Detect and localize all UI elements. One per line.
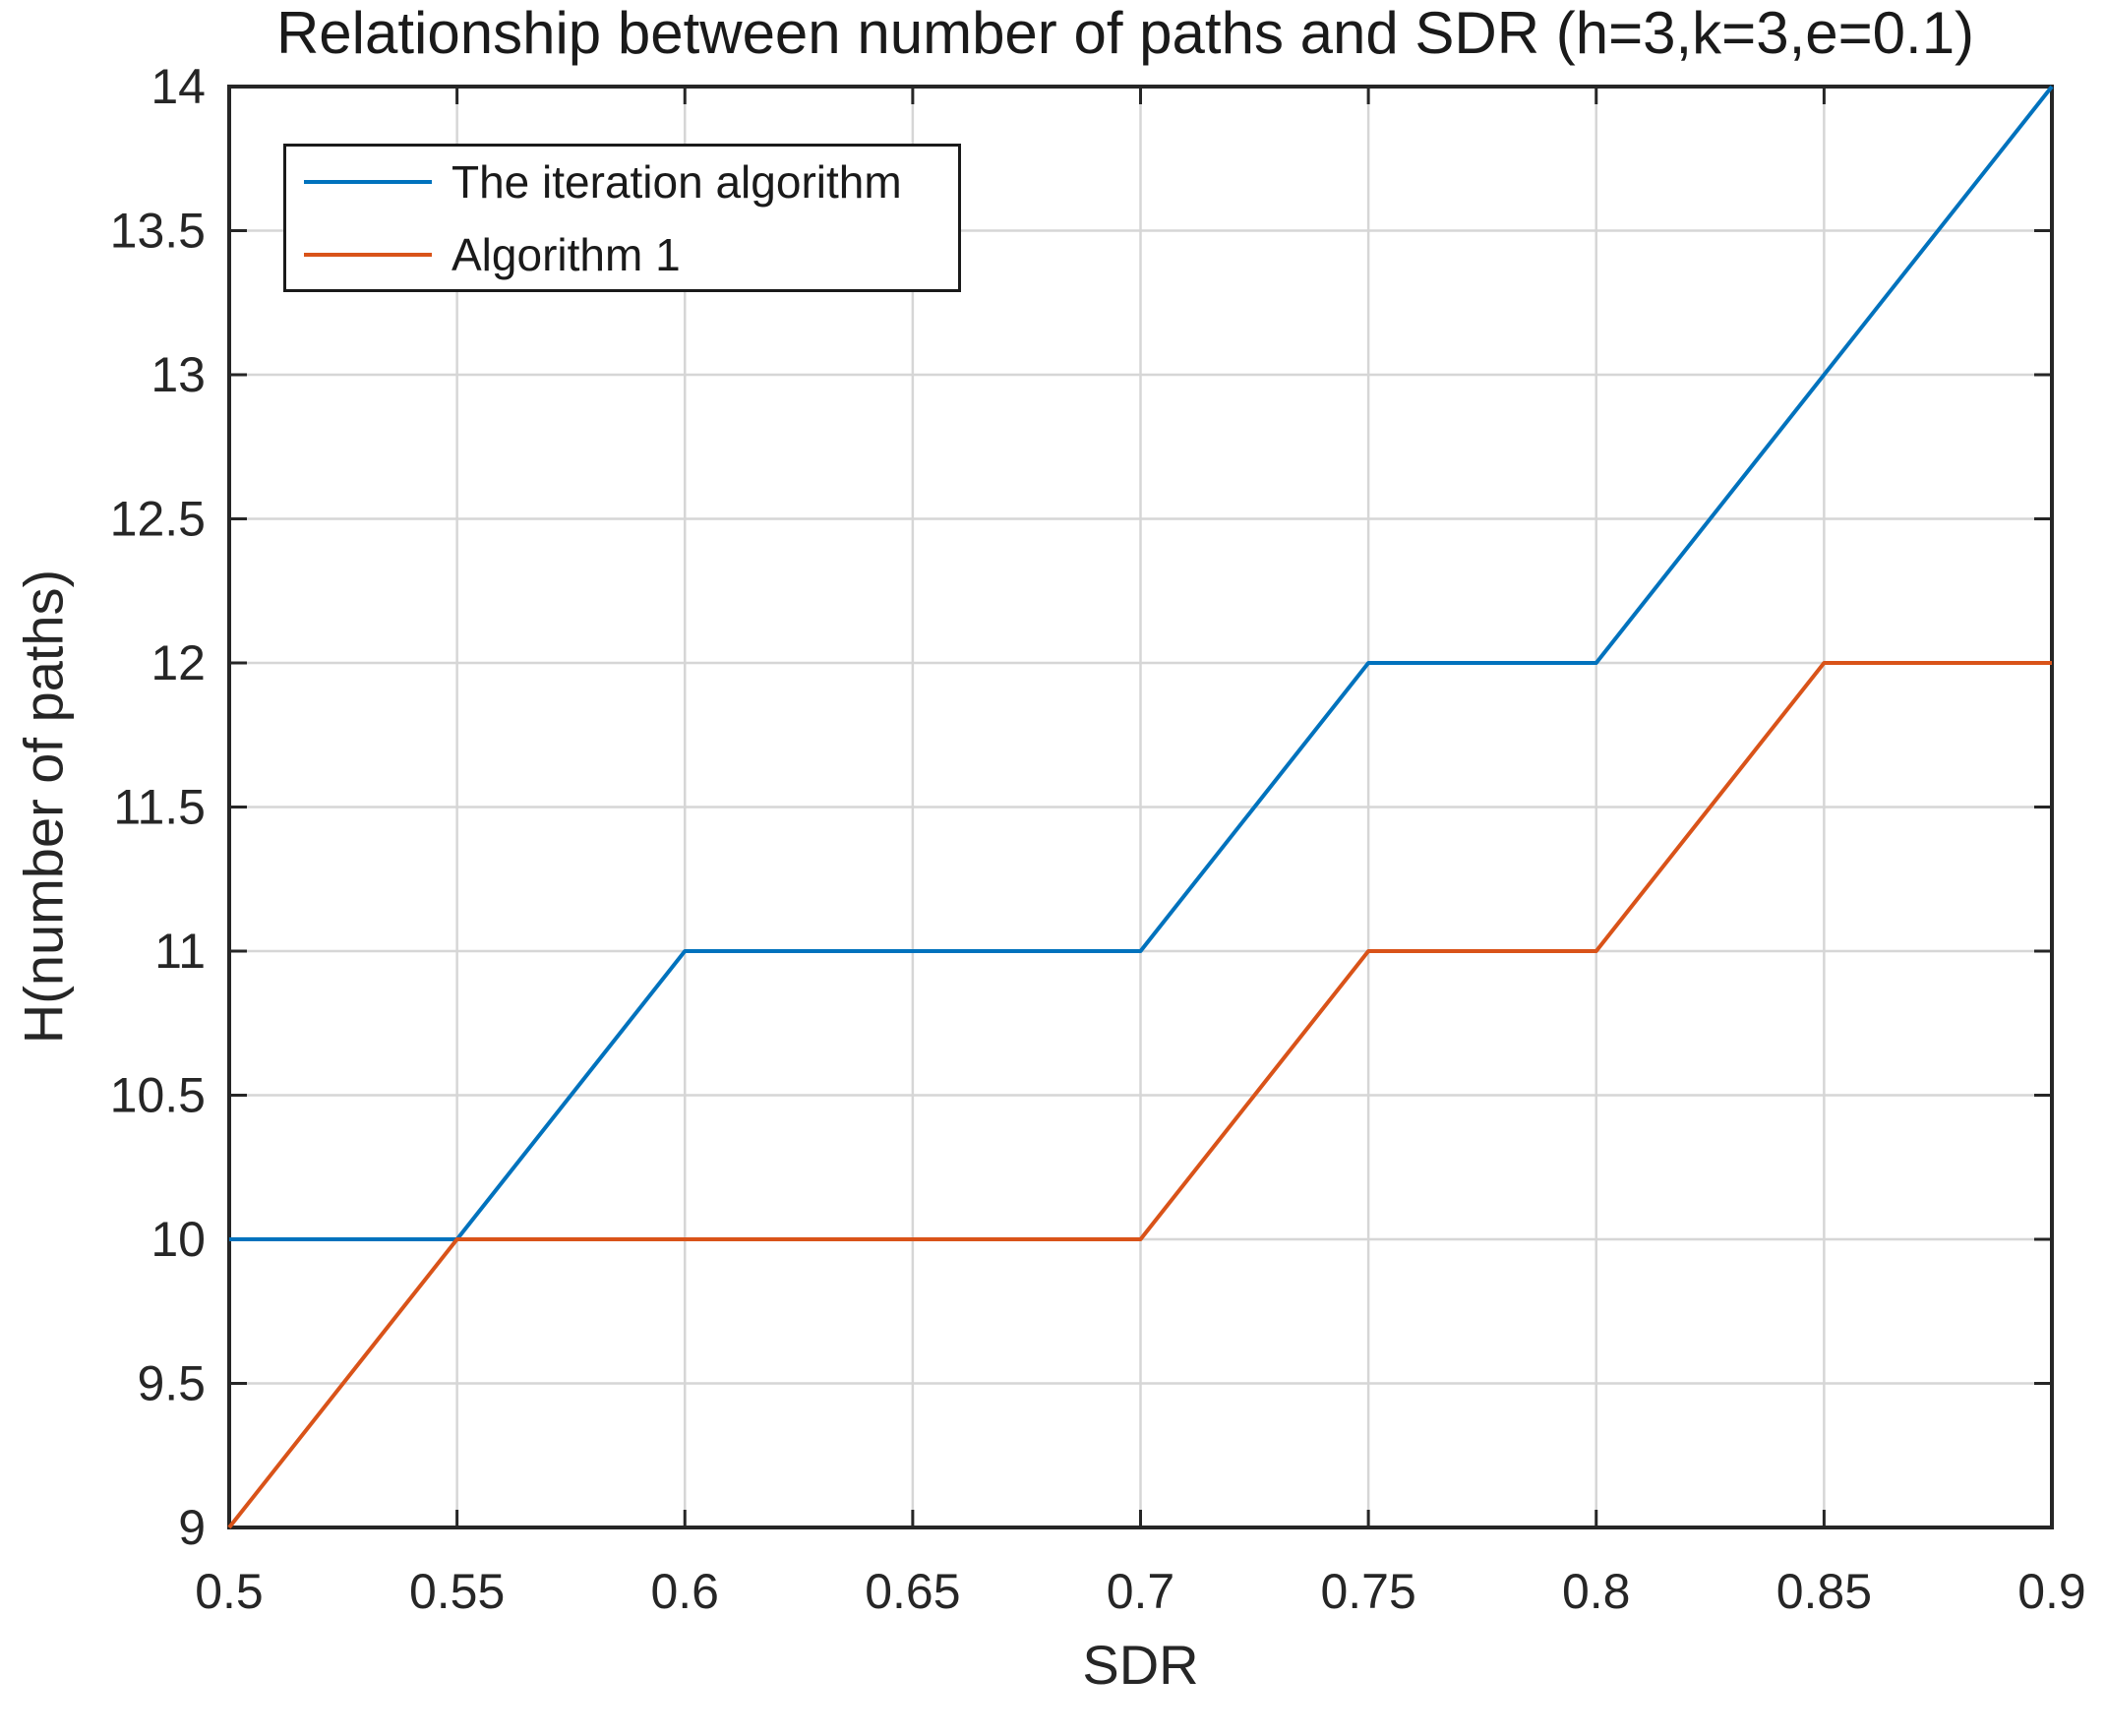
series-line-0 xyxy=(229,85,2054,1241)
x-tick-label: 0.9 xyxy=(2017,1564,2086,1619)
y-tick-label: 10.5 xyxy=(110,1068,206,1123)
legend: The iteration algorithm Algorithm 1 xyxy=(283,144,961,292)
x-tick-label: 0.55 xyxy=(409,1564,505,1619)
y-tick-label: 12.5 xyxy=(110,492,206,547)
x-tick-label: 0.7 xyxy=(1107,1564,1175,1619)
legend-item-algorithm-1: Algorithm 1 xyxy=(304,228,958,281)
x-tick-label: 0.85 xyxy=(1776,1564,1872,1619)
y-tick-label: 9 xyxy=(178,1500,206,1555)
legend-line-sample-blue xyxy=(304,179,432,184)
x-tick-label: 0.65 xyxy=(865,1564,960,1619)
x-tick-label: 0.8 xyxy=(1562,1564,1631,1619)
y-tick-label: 12 xyxy=(150,635,206,690)
y-tick-label: 11.5 xyxy=(113,780,206,835)
x-axis-label: SDR xyxy=(1082,1634,1199,1696)
x-tick-label: 0.5 xyxy=(195,1564,264,1619)
y-tick-label: 9.5 xyxy=(137,1356,206,1411)
y-tick-label: 10 xyxy=(150,1212,206,1267)
legend-label: Algorithm 1 xyxy=(451,228,681,280)
x-tick-label: 0.6 xyxy=(650,1564,719,1619)
legend-line-sample-orange xyxy=(304,252,432,257)
y-tick-label: 13 xyxy=(150,347,206,402)
y-tick-label: 14 xyxy=(150,59,206,114)
legend-label: The iteration algorithm xyxy=(451,155,902,208)
chart-title: Relationship between number of paths and… xyxy=(275,0,1975,66)
y-axis-label: H(number of paths) xyxy=(12,569,75,1045)
legend-item-iteration-algorithm: The iteration algorithm xyxy=(304,155,958,209)
series-line-1 xyxy=(227,661,2052,1529)
x-tick-label: 0.75 xyxy=(1320,1564,1415,1619)
y-tick-label: 11 xyxy=(154,924,206,979)
y-tick-label: 13.5 xyxy=(110,204,206,259)
